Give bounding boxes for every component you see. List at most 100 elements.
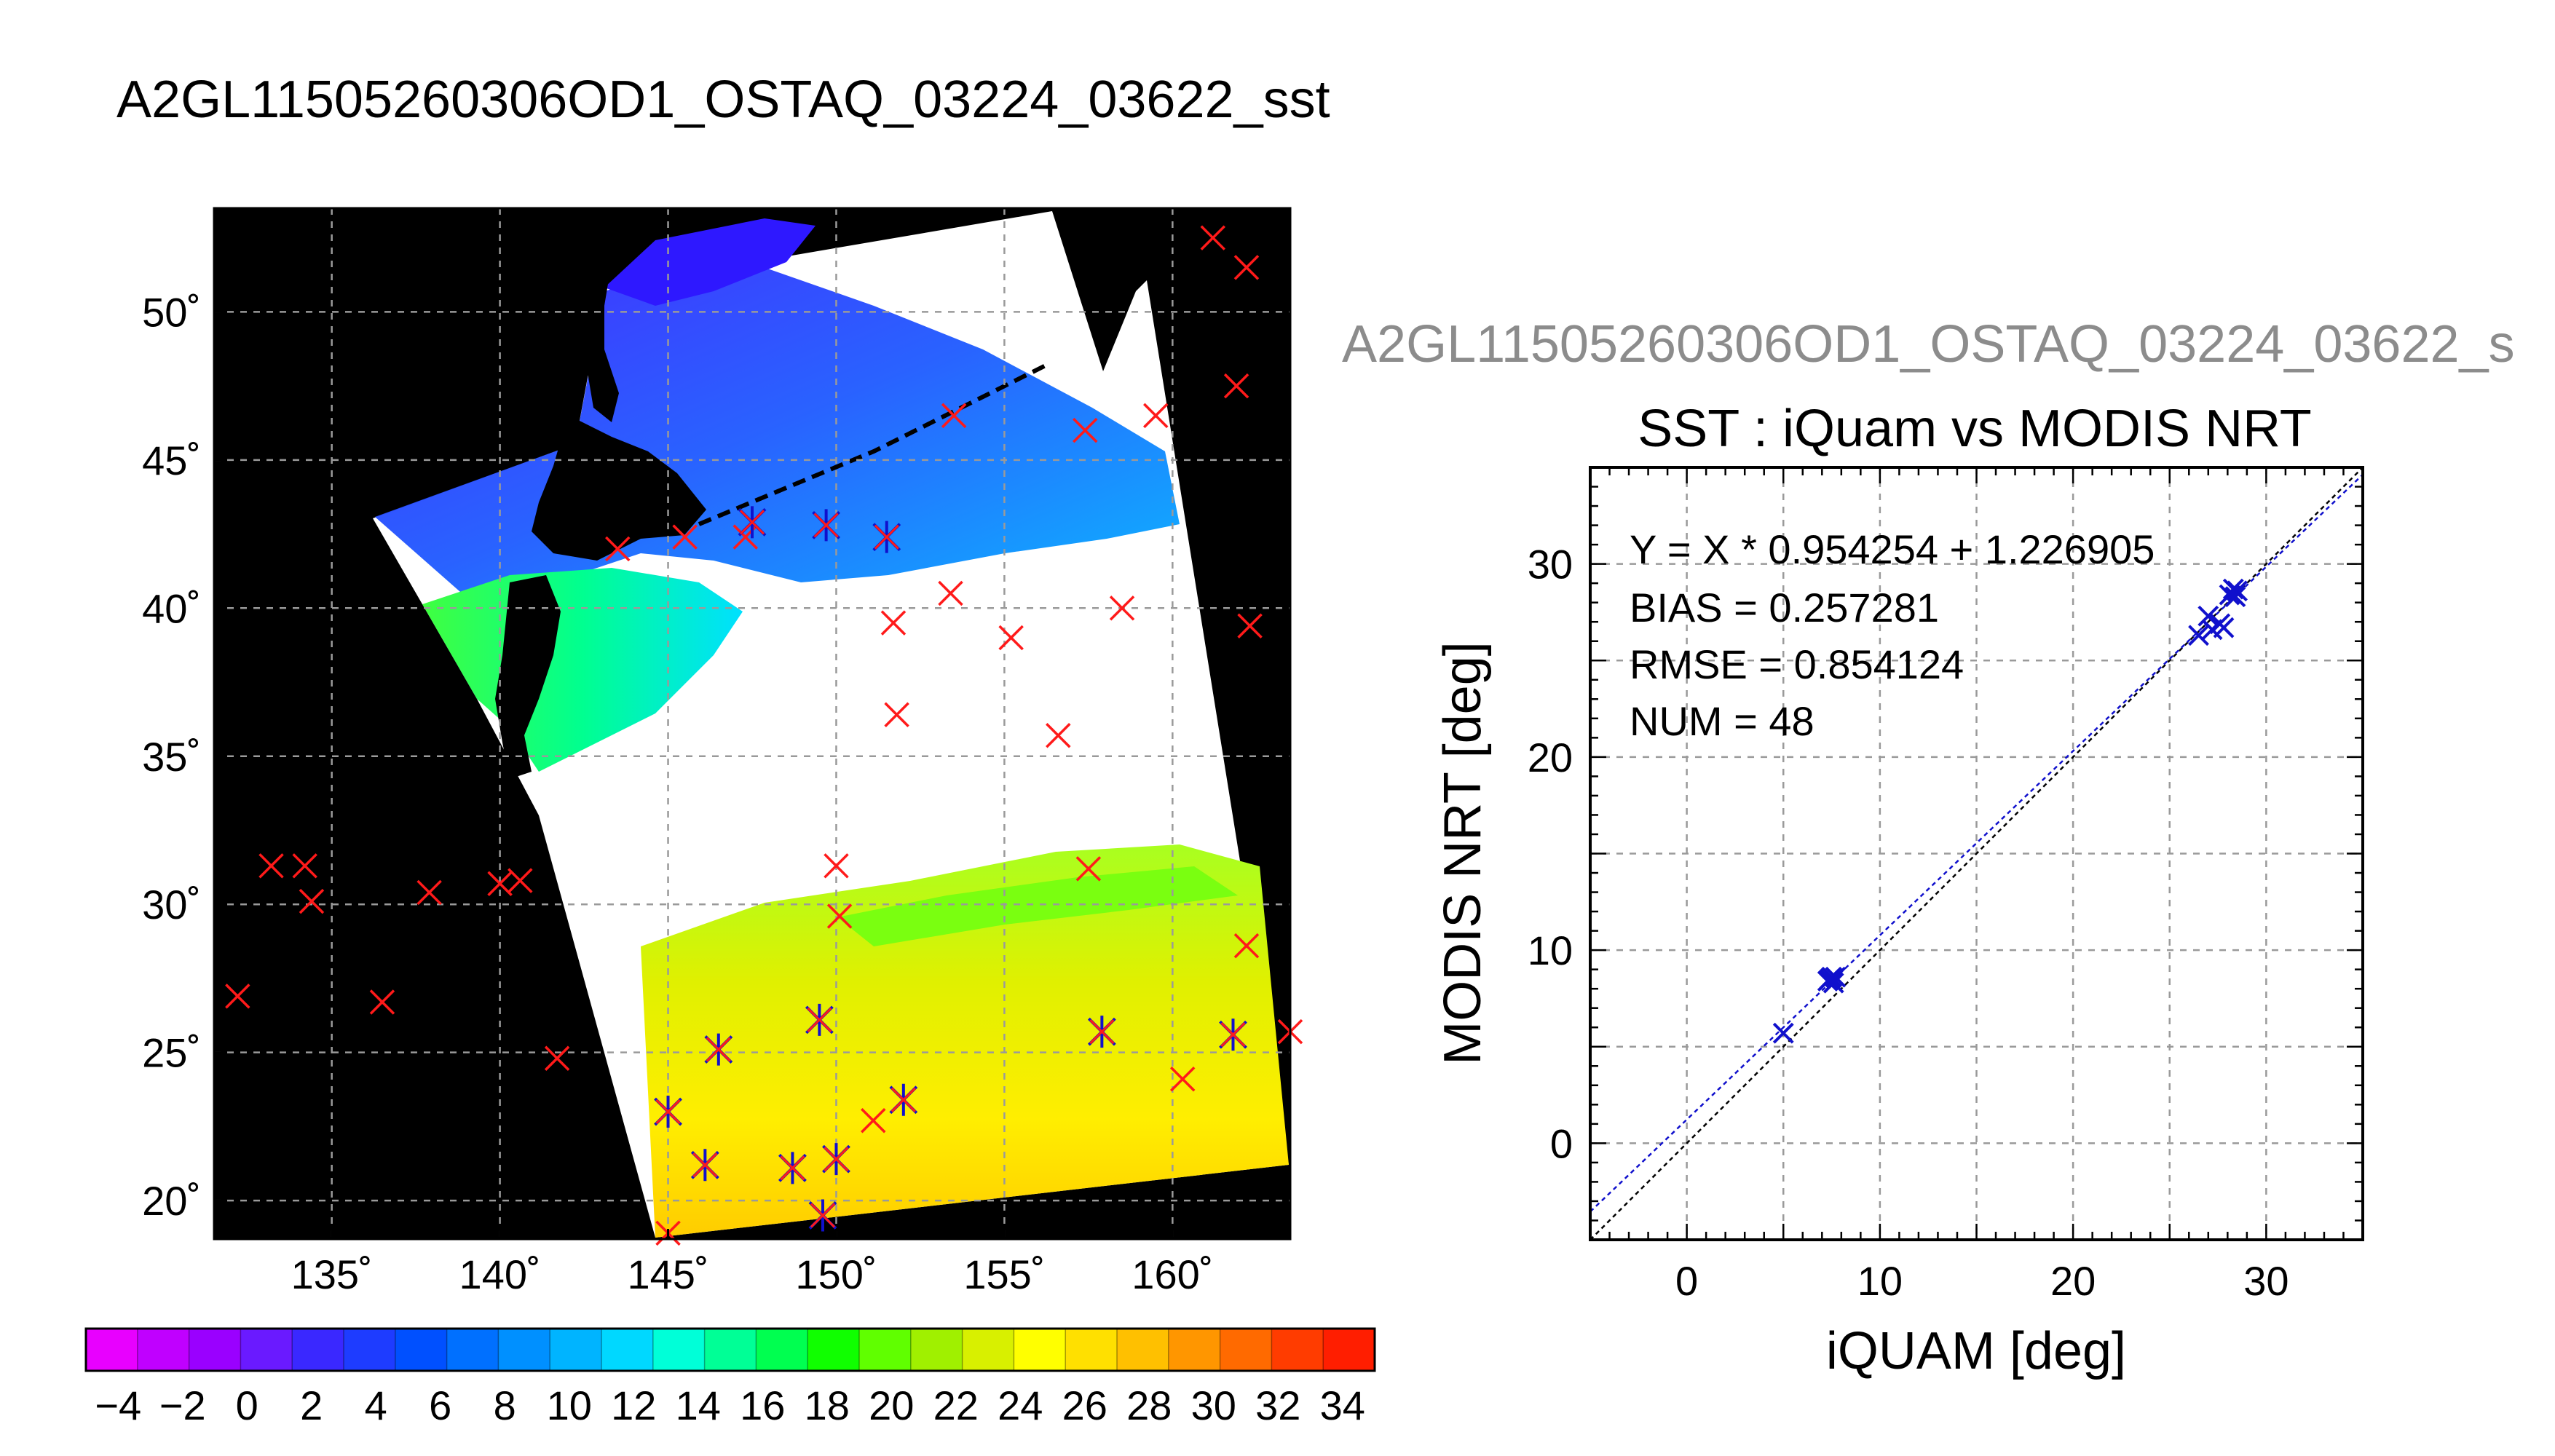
scatter-ytick-label: 20	[1528, 735, 1573, 780]
map-lat-label: 50˚	[142, 289, 201, 335]
colorbar-label: 22	[933, 1382, 979, 1428]
map-matched-buoy-marker	[808, 1199, 837, 1232]
colorbar-swatch	[704, 1329, 757, 1371]
colorbar-swatch	[395, 1329, 448, 1371]
scatter-xtick-label: 10	[1857, 1258, 1903, 1304]
page-title: A2GL11505260306OD1_OSTAQ_03224_03622_sst	[117, 71, 1330, 129]
scatter-point	[2213, 617, 2235, 638]
map-lon-label: 155˚	[963, 1251, 1045, 1297]
scatter-point	[2227, 580, 2248, 602]
map-buoy-marker	[225, 984, 250, 1009]
land-hokkaido	[532, 415, 706, 561]
colorbar-swatch	[756, 1329, 808, 1371]
scatter-point	[1819, 968, 1841, 990]
map-matched-buoy-marker-overlay-b	[813, 513, 839, 538]
swath-warm-water	[641, 844, 1289, 1238]
scatter-ytick-label: 0	[1550, 1120, 1573, 1166]
map-matched-buoy-marker-overlay-b	[1089, 1019, 1115, 1045]
scatter-point	[2188, 625, 2209, 646]
swath-cold-water-north	[604, 218, 816, 306]
scatter-point-stroke-b	[1819, 968, 1841, 990]
scatter-points	[1772, 578, 2248, 1044]
map-matched-buoy-marker-overlay-b	[824, 1147, 849, 1172]
map-matched-buoy-marker	[654, 1096, 682, 1128]
map-buoy-marker-stroke-b	[1073, 417, 1098, 443]
scatter-ytick-label: 30	[1528, 542, 1573, 587]
map-buoy-marker-stroke-b	[880, 610, 907, 636]
colorbar-label: 16	[740, 1382, 785, 1428]
colorbar-label: 2	[300, 1382, 323, 1428]
map-buoy-marker-stroke-b	[938, 580, 963, 606]
map-matched-buoy-marker	[1219, 1018, 1247, 1051]
map-matched-buoy-marker	[872, 521, 901, 553]
map-lon-label: 135˚	[291, 1251, 373, 1297]
map-buoy-marker	[1109, 596, 1135, 621]
scatter-xtick-label: 0	[1675, 1258, 1698, 1304]
map-buoy-marker-stroke-b	[299, 888, 325, 914]
map-buoy-marker-stroke-b	[941, 403, 967, 429]
land-kuril-chain	[698, 362, 1050, 526]
map-buoy-marker	[369, 989, 395, 1015]
map-matched-buoy-marker-overlay-b	[692, 1152, 718, 1178]
scatter-point	[1772, 1022, 1794, 1044]
scatter-point-stroke-b	[1825, 966, 1847, 988]
colorbar-label: 28	[1126, 1382, 1172, 1428]
scatter-point-stroke-b	[2188, 625, 2209, 646]
map-gridlines	[214, 208, 1290, 1239]
colorbar-tick-labels: −4 −2 0 2 4 6 8 10 12 14 16 18 20 22 24 26 28 30 32 34	[95, 1382, 1365, 1428]
colorbar-label: −2	[159, 1382, 206, 1428]
map-buoy-marker-stroke-b	[1143, 403, 1169, 429]
map-buoy-marker-stroke-b	[369, 989, 395, 1015]
map-buoy-marker-stroke-b	[1233, 933, 1260, 959]
map-buoy-marker	[1223, 373, 1249, 399]
scatter-axis-ticks: 0 10 20 30 0 10 20 30	[1528, 466, 2364, 1304]
map-matched-buoy-marker	[704, 1033, 733, 1066]
colorbar-swatch	[859, 1329, 912, 1371]
colorbar-swatch	[189, 1329, 242, 1371]
map-buoy-marker	[605, 536, 631, 562]
map-swath	[373, 211, 1289, 1238]
map-matched-buoy-marker	[1087, 1016, 1116, 1048]
colorbar-label: 34	[1320, 1382, 1365, 1428]
map-buoy-marker	[1143, 403, 1169, 429]
map-buoy-marker	[1073, 417, 1098, 443]
map-buoy-marker-stroke-b	[508, 868, 533, 893]
scatter-point-stroke-b	[2224, 586, 2246, 608]
map-buoy-marker	[1075, 856, 1102, 882]
map-buoy-marker-stroke-b	[487, 871, 513, 896]
colorbar-swatch	[292, 1329, 344, 1371]
map-buoy-marker	[861, 1108, 886, 1133]
map-lon-label: 140˚	[459, 1251, 541, 1297]
map-matched-buoy-marker-overlay-b	[874, 524, 899, 550]
scatter-point	[2224, 586, 2246, 608]
map-matched-buoy-marker	[778, 1152, 807, 1184]
map-buoy-marker-stroke-b	[1046, 723, 1071, 748]
map-buoy-markers	[225, 225, 1303, 1246]
map-matched-buoy-marker-overlay-b	[891, 1087, 916, 1112]
colorbar-label: 24	[998, 1382, 1043, 1428]
map-buoy-marker	[299, 888, 325, 914]
sst-colorbar: −4 −2 0 2 4 6 8 10 12 14 16 18 20 22 24 26 28 30 32 34	[84, 1327, 1376, 1428]
map-buoy-marker-stroke-b	[1237, 613, 1263, 638]
map-buoy-marker	[938, 580, 963, 606]
colorbar-frame	[84, 1327, 1376, 1372]
scatter-subtitle: A2GL11505260306OD1_OSTAQ_03224_03622_s	[1342, 315, 2515, 373]
stats-rmse: RMSE = 0.854124	[1630, 641, 1964, 687]
map-buoy-marker-stroke-b	[605, 536, 631, 562]
colorbar-swatches	[86, 1329, 1375, 1371]
colorbar-label: 30	[1191, 1382, 1236, 1428]
scatter-ytick-label: 10	[1528, 927, 1573, 973]
colorbar-label: 12	[611, 1382, 656, 1428]
map-matched-buoy-marker	[805, 1003, 834, 1036]
map-lat-label: 20˚	[142, 1178, 201, 1224]
colorbar-label: 4	[365, 1382, 387, 1428]
scatter-title: SST : iQuam vs MODIS NRT	[1638, 400, 2312, 458]
map-buoy-marker-stroke-b	[258, 853, 284, 879]
colorbar-label: 6	[429, 1382, 451, 1428]
land-sakhalin	[583, 255, 619, 422]
map-buoy-marker-stroke-b	[1233, 255, 1260, 280]
land-honshu	[495, 575, 561, 779]
stats-bias: BIAS = 0.257281	[1630, 585, 1939, 630]
map-lat-label: 35˚	[142, 734, 201, 780]
colorbar-label: 32	[1255, 1382, 1300, 1428]
